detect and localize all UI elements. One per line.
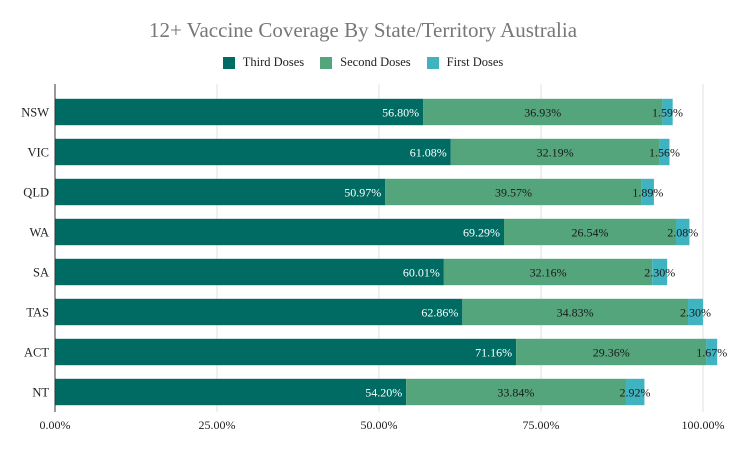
bar-act-second-doses: [516, 338, 707, 366]
bar-tas-third-doses: [55, 298, 463, 326]
bar-wa-third-doses: [55, 218, 504, 246]
bar-nt-second-doses: [406, 378, 626, 406]
data-label-act-first-doses: 1.67%: [696, 346, 727, 360]
data-label-nt-second-doses: 33.84%: [497, 386, 534, 400]
legend-swatch-second-doses: [320, 56, 333, 69]
data-label-tas-first-doses: 2.30%: [680, 306, 711, 320]
bar-act-first-doses: [706, 338, 718, 366]
data-label-wa-first-doses: 2.08%: [667, 226, 698, 240]
bar-nsw-second-doses: [423, 98, 663, 126]
bar-nt-third-doses: [55, 378, 407, 406]
bar-tas-second-doses: [462, 298, 689, 326]
data-label-nt-third-doses: 54.20%: [365, 386, 402, 400]
legend-label-second-doses: Second Doses: [340, 55, 411, 69]
data-label-qld-first-doses: 1.89%: [632, 186, 663, 200]
bar-wa-second-doses: [503, 218, 676, 246]
legend-item-second-doses[interactable]: Second Doses: [320, 55, 411, 70]
data-label-nt-first-doses: 2.92%: [619, 386, 650, 400]
x-tick-label-3: 75.00%: [523, 418, 560, 432]
data-label-wa-second-doses: 26.54%: [571, 226, 608, 240]
bar-tas-first-doses: [688, 298, 703, 326]
data-label-nsw-second-doses: 36.93%: [524, 106, 561, 120]
data-label-qld-third-doses: 50.97%: [344, 186, 381, 200]
bar-nsw-first-doses: [662, 98, 673, 126]
category-label-qld: QLD: [23, 186, 49, 200]
chart-title: 12+ Vaccine Coverage By State/Territory …: [148, 18, 578, 42]
bar-nsw-third-doses: [55, 98, 424, 126]
bar-nt-first-doses: [625, 378, 645, 406]
data-label-tas-second-doses: 34.83%: [557, 306, 594, 320]
data-label-vic-third-doses: 61.08%: [410, 146, 447, 160]
data-label-vic-second-doses: 32.19%: [537, 146, 574, 160]
bar-wa-first-doses: [675, 218, 690, 246]
legend-swatch-third-doses: [222, 56, 235, 69]
bar-vic-first-doses: [659, 138, 670, 166]
bar-sa-third-doses: [55, 258, 444, 286]
data-label-qld-second-doses: 39.57%: [495, 186, 532, 200]
bar-qld-second-doses: [385, 178, 642, 206]
bar-act-third-doses: [55, 338, 517, 366]
data-label-act-third-doses: 71.16%: [475, 346, 512, 360]
data-label-sa-third-doses: 60.01%: [403, 266, 440, 280]
legend-item-first-doses[interactable]: First Doses: [426, 55, 504, 70]
data-label-nsw-first-doses: 1.59%: [652, 106, 683, 120]
data-label-tas-third-doses: 62.86%: [421, 306, 458, 320]
category-label-nsw: NSW: [21, 106, 49, 120]
legend-label-first-doses: First Doses: [446, 55, 504, 69]
bar-sa-first-doses: [652, 258, 668, 286]
legend: Third Doses Second Doses First Doses: [0, 55, 726, 70]
category-label-act: ACT: [24, 346, 49, 360]
bar-sa-second-doses: [443, 258, 653, 286]
bar-vic-third-doses: [55, 138, 451, 166]
data-label-sa-first-doses: 2.30%: [644, 266, 675, 280]
legend-swatch-first-doses: [426, 56, 439, 69]
data-label-sa-second-doses: 32.16%: [530, 266, 567, 280]
bar-vic-second-doses: [450, 138, 660, 166]
data-label-vic-first-doses: 1.56%: [649, 146, 680, 160]
category-label-wa: WA: [30, 226, 49, 240]
legend-label-third-doses: Third Doses: [242, 55, 305, 69]
bar-qld-third-doses: [55, 178, 386, 206]
category-label-tas: TAS: [26, 306, 49, 320]
data-label-nsw-third-doses: 56.80%: [382, 106, 419, 120]
x-tick-label-2: 50.00%: [361, 418, 398, 432]
category-label-vic: VIC: [27, 146, 49, 160]
legend-item-third-doses[interactable]: Third Doses: [222, 55, 305, 70]
x-tick-label-1: 25.00%: [199, 418, 236, 432]
x-tick-label-4: 100.00%: [682, 418, 725, 432]
bar-qld-first-doses: [641, 178, 654, 206]
data-label-wa-third-doses: 69.29%: [463, 226, 500, 240]
x-tick-label-0: 0.00%: [40, 418, 71, 432]
data-label-act-second-doses: 29.36%: [593, 346, 630, 360]
category-label-nt: NT: [32, 386, 49, 400]
category-label-sa: SA: [33, 266, 49, 280]
